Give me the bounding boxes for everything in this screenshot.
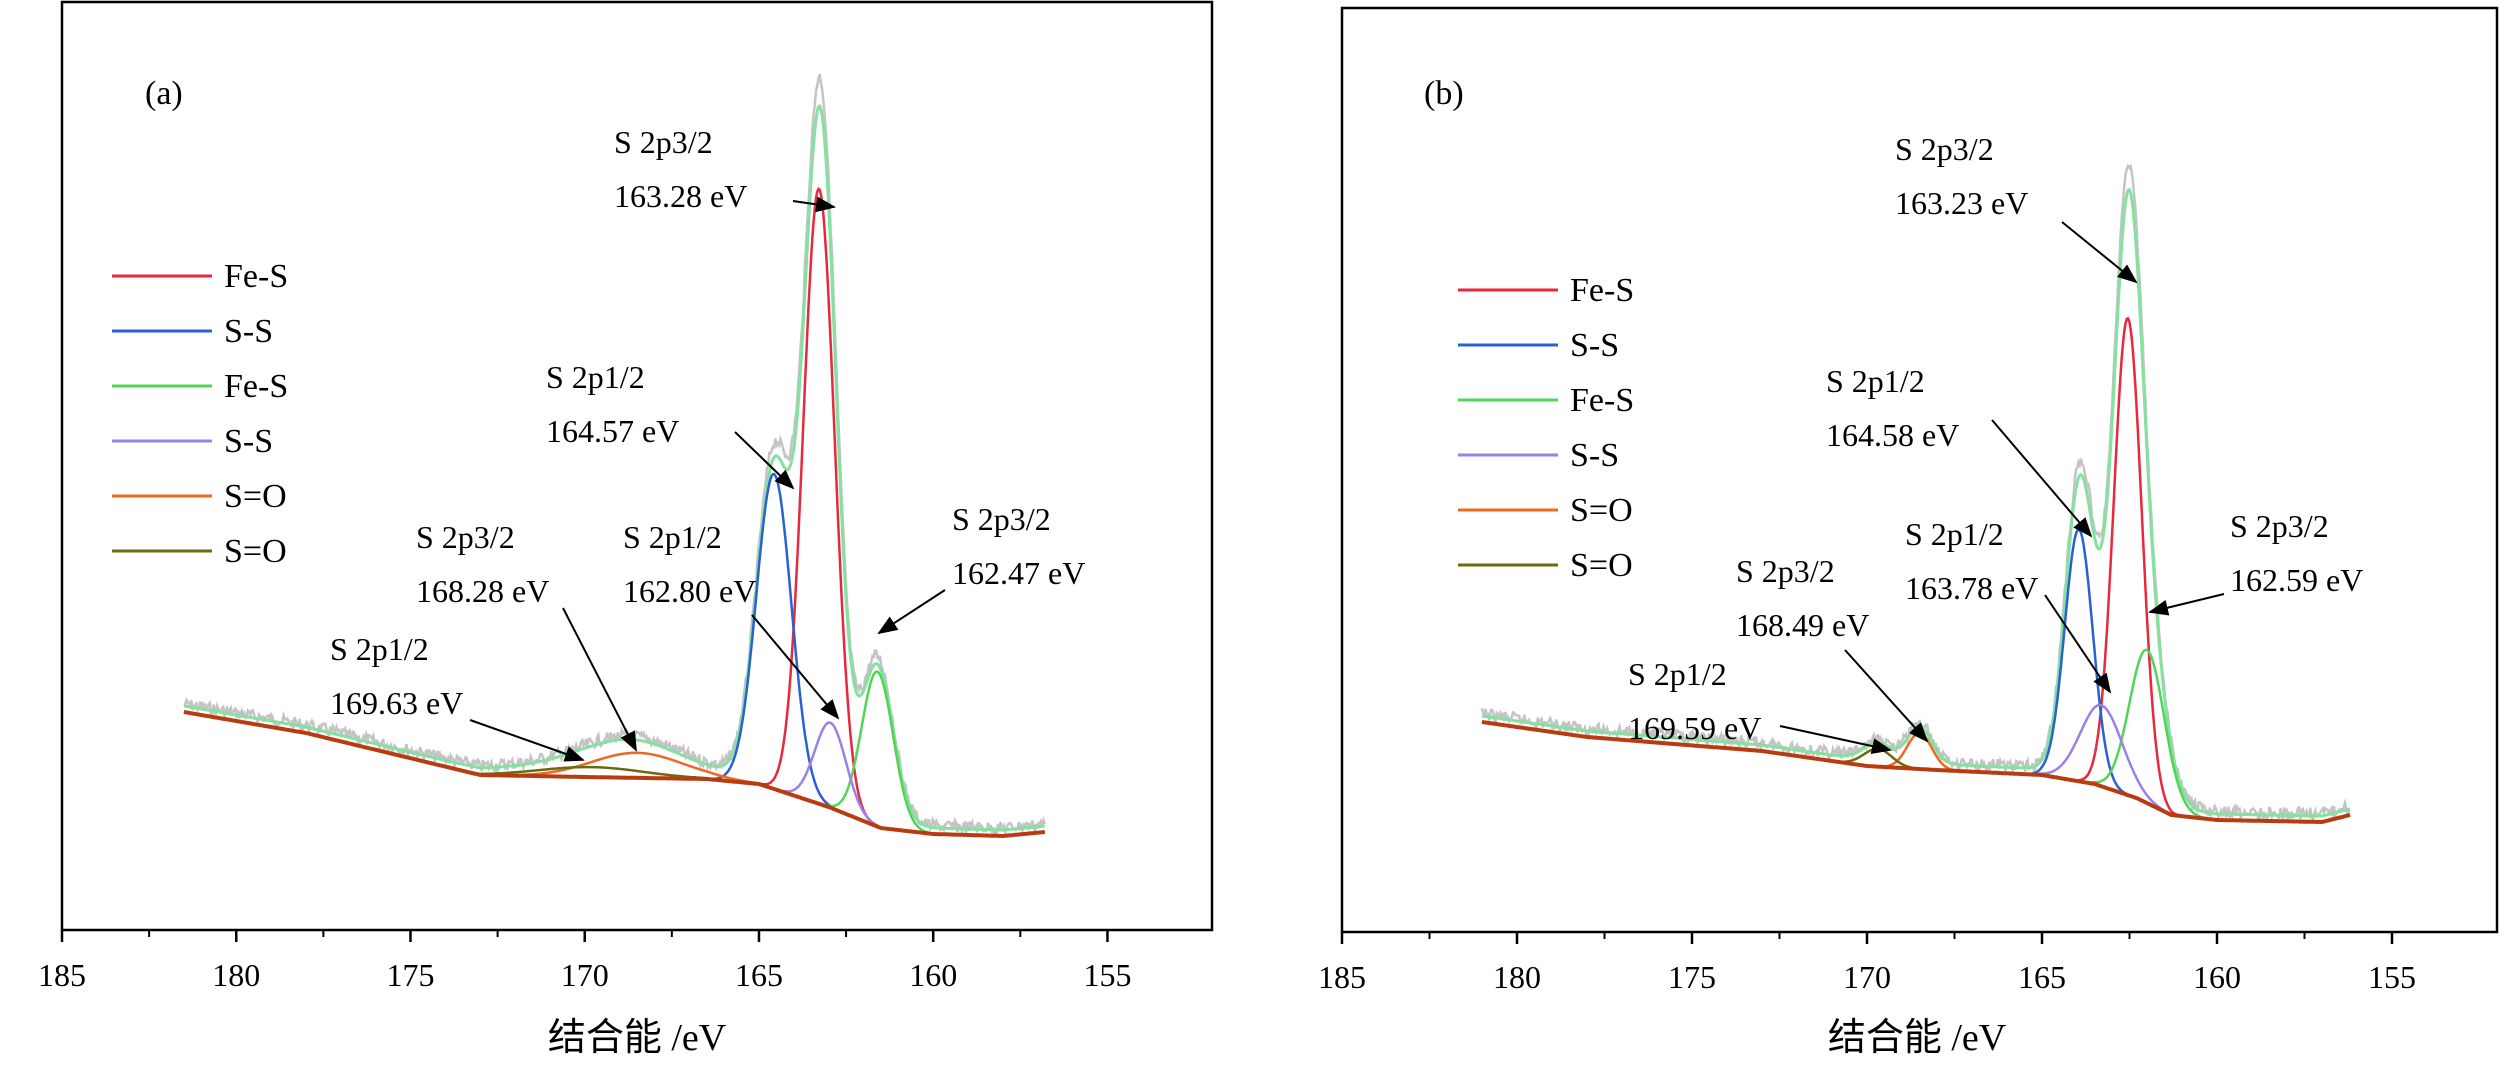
annotation-label: S 2p3/2 xyxy=(952,501,1051,537)
annotation-label: S 2p1/2 xyxy=(1905,516,2004,552)
annotation-value: 168.49 eV xyxy=(1736,607,1869,643)
annotation-label: S 2p3/2 xyxy=(1736,553,1835,589)
annotation-label: S 2p3/2 xyxy=(614,124,713,160)
x-tick-label: 155 xyxy=(2368,959,2416,995)
x-axis-label: 结合能 /eV xyxy=(1828,1017,2007,1059)
annotation-value: 168.28 eV xyxy=(416,573,549,609)
annotation-value: 163.28 eV xyxy=(614,178,747,214)
legend-label: S-S xyxy=(1570,437,1619,474)
annotation-label: S 2p1/2 xyxy=(1826,363,1925,399)
x-tick-label: 180 xyxy=(1493,959,1541,995)
legend-label: Fe-S xyxy=(224,258,288,295)
x-tick-label: 160 xyxy=(2193,959,2241,995)
x-tick-label: 185 xyxy=(1318,959,1366,995)
annotation-value: 162.59 eV xyxy=(2230,562,2363,598)
x-tick-label: 155 xyxy=(1083,957,1131,993)
annotation-arrow xyxy=(1779,725,1892,754)
annotation-value: 164.57 eV xyxy=(546,413,679,449)
annotation-arrow xyxy=(2061,221,2138,284)
annotation-label: S 2p1/2 xyxy=(1628,656,1727,692)
plot-frame xyxy=(1340,6,2499,934)
legend-label: S-S xyxy=(1570,327,1619,364)
plot-frame xyxy=(60,0,1214,932)
legend-label: S=O xyxy=(1570,492,1633,529)
legend-label: S-S xyxy=(224,423,273,460)
annotation-arrow xyxy=(792,196,836,213)
annotation-arrow xyxy=(562,607,637,752)
annotation-label: S 2p3/2 xyxy=(2230,508,2329,544)
annotation-value: 169.59 eV xyxy=(1628,710,1761,746)
legend-label: Fe-S xyxy=(1570,272,1634,309)
x-tick-label: 165 xyxy=(2018,959,2066,995)
x-tick-label: 180 xyxy=(212,957,260,993)
legend-label: S=O xyxy=(224,533,287,570)
background-line xyxy=(1481,720,2351,824)
annotation-label: S 2p1/2 xyxy=(330,631,429,667)
x-tick-label: 175 xyxy=(1668,959,1716,995)
annotation-label: S 2p3/2 xyxy=(416,519,515,555)
annotation-arrow xyxy=(1844,649,1929,743)
annotation-value: 164.58 eV xyxy=(1826,417,1959,453)
background-line xyxy=(183,710,1045,838)
annotation-label: S 2p1/2 xyxy=(623,519,722,555)
panel-a: 185 180 175 170 165 160 155 结合能 /eV (a) Fe-S S-S Fe… xyxy=(38,0,1214,1059)
series-line-2 xyxy=(1481,648,2351,824)
annotation-arrow xyxy=(751,614,840,720)
x-tick-label: 170 xyxy=(1843,959,1891,995)
annotation-arrow xyxy=(2148,593,2225,616)
legend-label: S-S xyxy=(224,313,273,350)
annotation-value: 163.23 eV xyxy=(1895,185,2028,221)
x-tick-label: 185 xyxy=(38,957,86,993)
annotation-value: 162.47 eV xyxy=(952,555,1085,591)
x-axis-label: 结合能 /eV xyxy=(548,1017,727,1059)
legend-label: Fe-S xyxy=(224,368,288,405)
annotation-arrow xyxy=(734,431,795,490)
annotation-label: S 2p3/2 xyxy=(1895,131,1994,167)
annotation-arrow xyxy=(2044,594,2112,694)
annotation-value: 169.63 eV xyxy=(330,685,463,721)
panel-label: (a) xyxy=(145,75,183,112)
annotation-value: 163.78 eV xyxy=(1905,570,2038,606)
annotation-arrow xyxy=(469,719,585,762)
x-tick-label: 170 xyxy=(561,957,609,993)
x-tick-label: 165 xyxy=(735,957,783,993)
x-tick-label: 175 xyxy=(386,957,434,993)
x-tick-label: 160 xyxy=(909,957,957,993)
legend-label: Fe-S xyxy=(1570,382,1634,419)
annotation-arrow xyxy=(1991,419,2093,538)
legend-label: S=O xyxy=(224,478,287,515)
annotation-arrow xyxy=(877,589,946,635)
annotation-value: 162.80 eV xyxy=(623,573,756,609)
panel-label: (b) xyxy=(1424,75,1464,112)
annotation-label: S 2p1/2 xyxy=(546,359,645,395)
panel-b: 185 180 175 170 165 160 155 结合能 /eV (b) Fe-S S-S Fe… xyxy=(1318,6,2499,1059)
series-line-1 xyxy=(183,472,1045,838)
legend-label: S=O xyxy=(1570,547,1633,584)
